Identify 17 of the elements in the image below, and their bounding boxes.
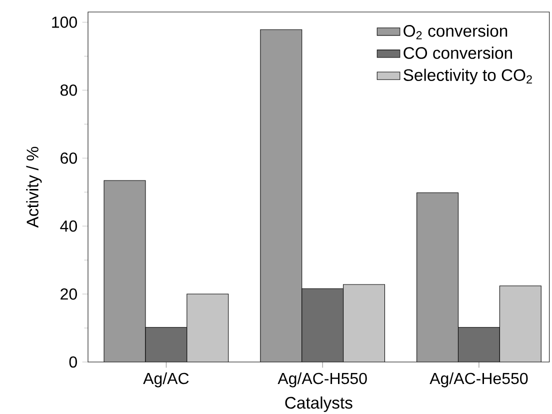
y-tick-label: 60 [60,152,77,164]
y-tick-label: 100 [52,16,77,28]
x-tick-label: Ag/AC-He550 [430,372,528,388]
bar [416,192,459,362]
bar [260,29,302,362]
x-tick-label: Ag/AC-H550 [278,372,367,388]
x-axis-title: Catalysts [285,396,352,412]
y-axis-title: Activity / % [26,146,42,228]
x-tick-label: Ag/AC [143,372,189,388]
legend-label: CO conversion [404,46,512,59]
y-tick-label: 0 [69,356,77,368]
legend-label: Selectivity to CO$_{2}$ [404,68,532,84]
bar [104,180,146,362]
y-tick-label: 20 [60,288,77,300]
legend-label: O$_{2}$ conversion [404,24,508,40]
y-tick-label: 80 [60,84,77,96]
y-tick-label: 40 [60,220,77,232]
